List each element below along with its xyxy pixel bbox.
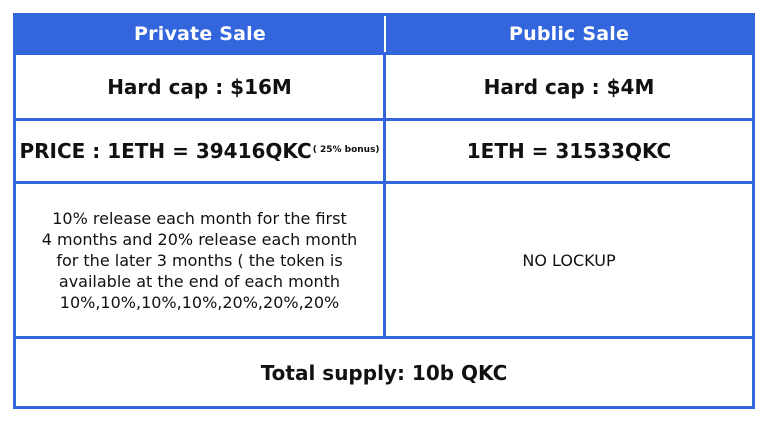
private-release-cell: 10% release each month for the first 4 m… — [16, 181, 386, 336]
private-sale-header-label: Private Sale — [134, 23, 266, 45]
public-sale-header-label: Public Sale — [508, 23, 630, 45]
token-sale-table: Private Sale Public Sale Hard cap : $16M… — [13, 13, 755, 409]
private-hard-cap: Hard cap : $16M — [107, 74, 292, 99]
public-price-cell: 1ETH = 31533QKC — [386, 118, 752, 181]
private-sale-header: Private Sale — [16, 16, 386, 52]
private-price: PRICE : 1ETH = 39416QKC — [19, 139, 312, 163]
public-hard-cap-cell: Hard cap : $4M — [386, 52, 752, 118]
private-price-group: PRICE : 1ETH = 39416QKC( 25% bonus) — [19, 139, 379, 163]
release-line: 10% release each month for the first — [52, 208, 347, 228]
private-release-text: 10% release each month for the first 4 m… — [42, 208, 357, 313]
private-price-bonus: ( 25% bonus) — [312, 145, 380, 155]
public-sale-header: Public Sale — [386, 16, 752, 52]
public-price: 1ETH = 31533QKC — [466, 139, 672, 163]
release-line: 10%,10%,10%,10%,20%,20%,20% — [59, 292, 340, 312]
total-supply: Total supply: 10b QKC — [260, 360, 508, 385]
total-supply-cell: Total supply: 10b QKC — [16, 336, 752, 406]
release-line: 4 months and 20% release each month — [41, 229, 358, 249]
release-line: for the later 3 months ( the token is — [56, 250, 343, 270]
public-lockup: NO LOCKUP — [522, 250, 616, 270]
public-lockup-cell: NO LOCKUP — [386, 181, 752, 336]
private-hard-cap-cell: Hard cap : $16M — [16, 52, 386, 118]
release-line: available at the end of each month — [58, 271, 341, 291]
private-price-cell: PRICE : 1ETH = 39416QKC( 25% bonus) — [16, 118, 386, 181]
public-hard-cap: Hard cap : $4M — [483, 74, 655, 99]
